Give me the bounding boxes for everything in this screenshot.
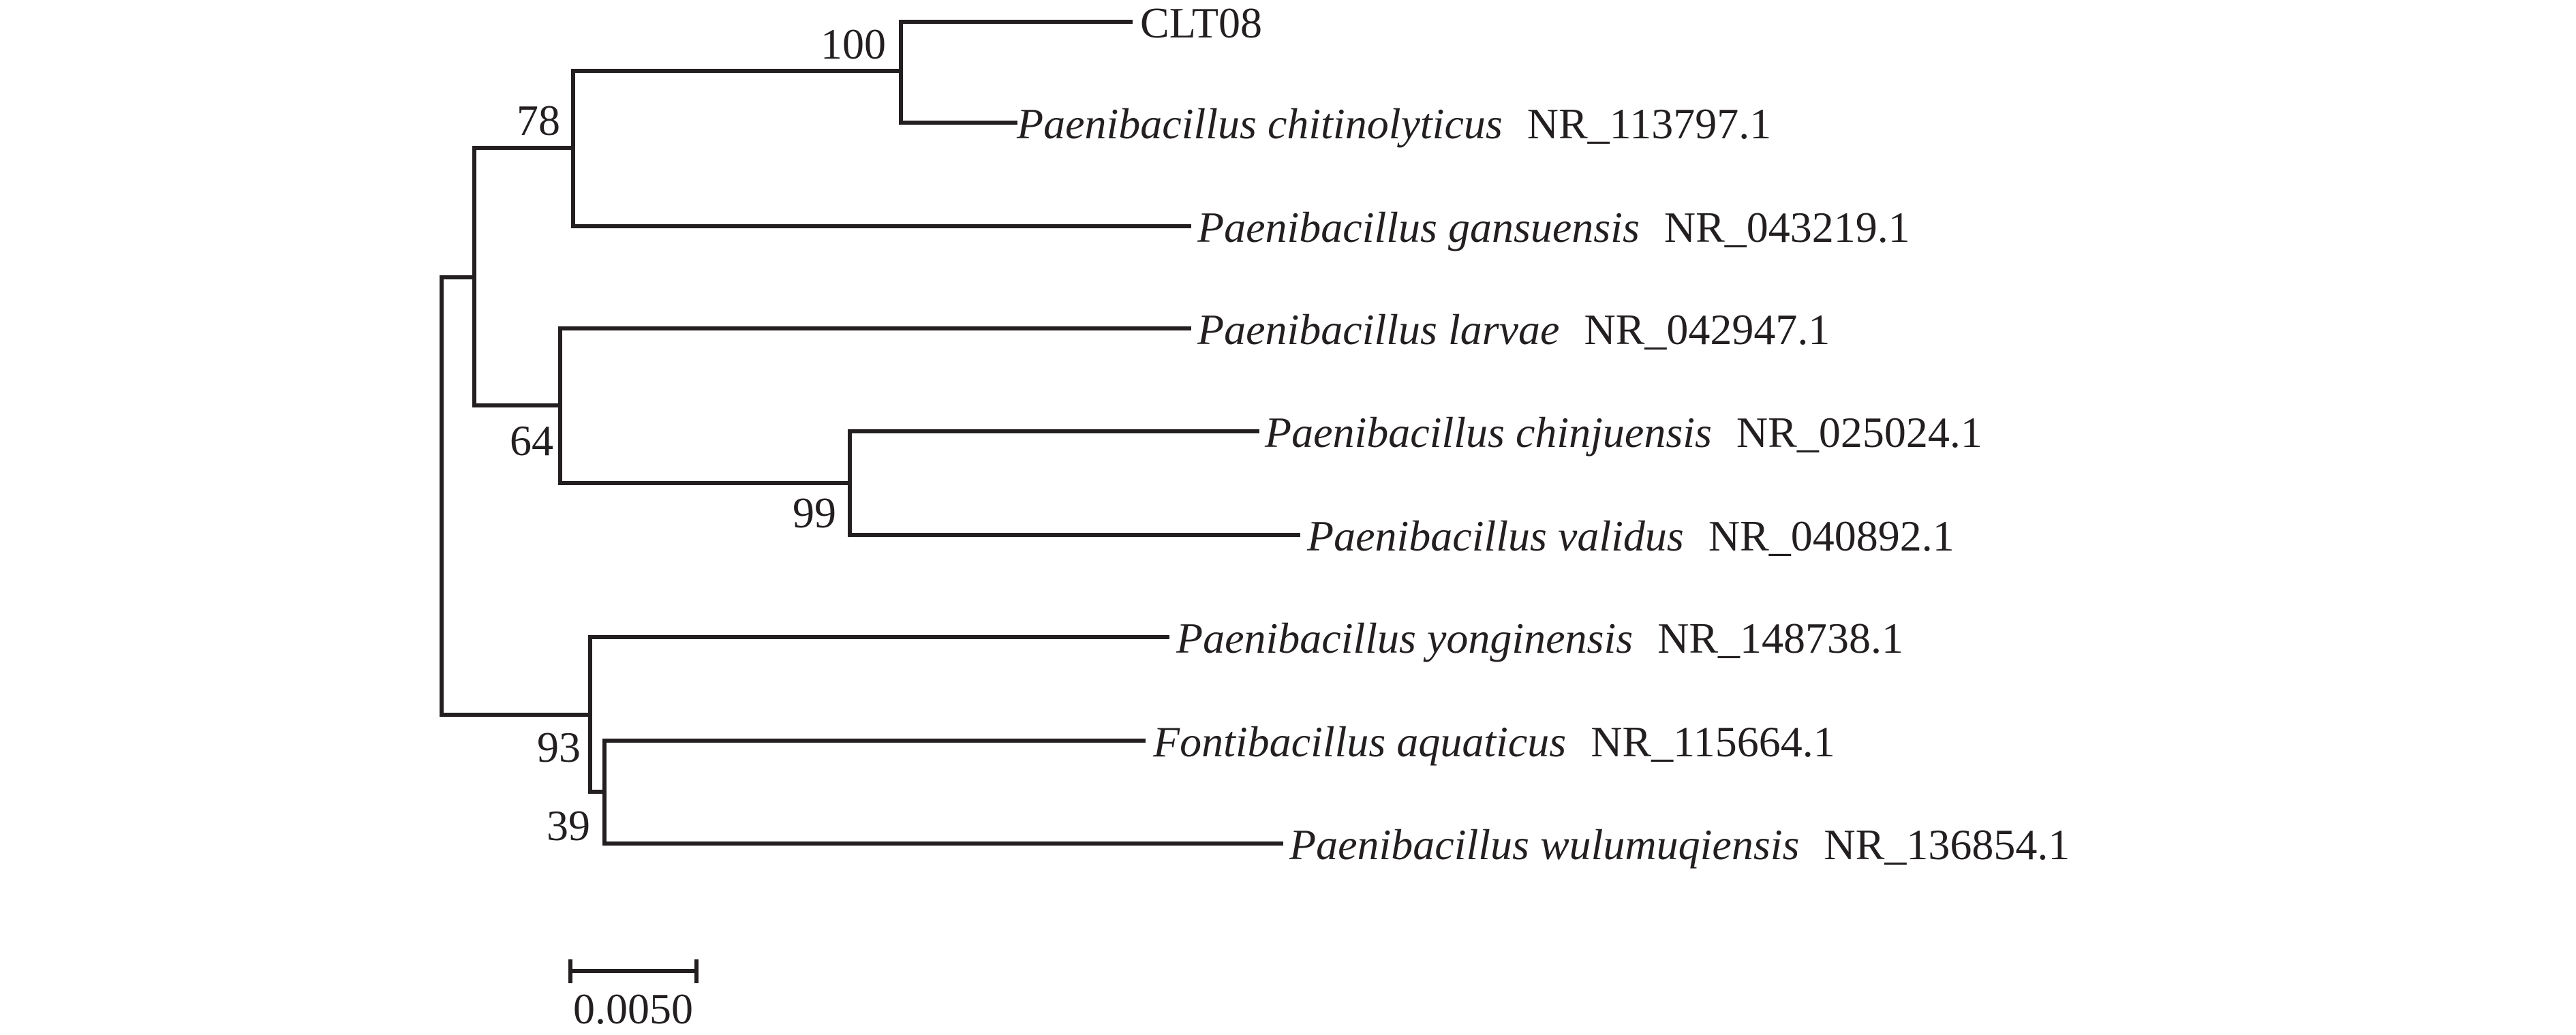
- species-name: Paenibacillus yonginensis: [1176, 614, 1633, 662]
- species-name: Paenibacillus larvae: [1197, 305, 1559, 354]
- taxon-label-gansuensis: Paenibacillus gansuensis NR_043219.1: [1197, 203, 1910, 251]
- taxon-label-yonginensis: Paenibacillus yonginensis NR_148738.1: [1176, 614, 1903, 662]
- accession-number: NR_043219.1: [1664, 203, 1910, 251]
- species-name: Paenibacillus gansuensis: [1197, 203, 1640, 251]
- accession-number: NR_148738.1: [1657, 614, 1903, 662]
- accession-number: NR_113797.1: [1527, 99, 1772, 148]
- accession-number: NR_115664.1: [1591, 717, 1835, 766]
- bootstrap-value-64: 64: [510, 416, 553, 465]
- tree-branches: [440, 20, 1300, 846]
- species-name: Paenibacillus wulumuqiensis: [1289, 820, 1799, 869]
- accession-number: NR_042947.1: [1584, 305, 1830, 354]
- bootstrap-value-93: 93: [537, 723, 581, 771]
- taxon-labels: CLT08 Paenibacillus chitinolyticus NR_11…: [1016, 0, 2070, 869]
- species-name: Fontibacillus aquaticus: [1152, 717, 1566, 766]
- taxon-label-clt08: CLT08: [1140, 0, 1262, 47]
- scale-bar-label: 0.0050: [573, 985, 693, 1033]
- accession-number: NR_040892.1: [1708, 512, 1954, 560]
- taxon-label-chitinolyticus: Paenibacillus chitinolyticus NR_113797.1: [1016, 99, 1771, 148]
- taxon-label-validus: Paenibacillus validus NR_040892.1: [1306, 512, 1954, 560]
- taxon-label-chinjuensis: Paenibacillus chinjuensis NR_025024.1: [1264, 408, 1982, 457]
- scale-bar: 0.0050: [568, 959, 699, 1033]
- accession-number: NR_025024.1: [1736, 408, 1982, 457]
- bootstrap-value-99: 99: [793, 489, 836, 537]
- strain-name: CLT08: [1140, 0, 1262, 47]
- species-name: Paenibacillus chitinolyticus: [1016, 99, 1503, 148]
- taxon-label-wulumuqiensis: Paenibacillus wulumuqiensis NR_136854.1: [1289, 820, 2070, 869]
- accession-number: NR_136854.1: [1824, 820, 2070, 869]
- bootstrap-value-100: 100: [821, 20, 886, 68]
- taxon-label-aquaticus: Fontibacillus aquaticus NR_115664.1: [1152, 717, 1835, 766]
- species-name: Paenibacillus validus: [1306, 512, 1684, 560]
- bootstrap-value-78: 78: [517, 96, 560, 144]
- species-name: Paenibacillus chinjuensis: [1264, 408, 1712, 457]
- taxon-label-larvae: Paenibacillus larvae NR_042947.1: [1197, 305, 1830, 354]
- bootstrap-labels: 100 78 64 99 93 39: [510, 20, 886, 850]
- bootstrap-value-39: 39: [547, 801, 590, 850]
